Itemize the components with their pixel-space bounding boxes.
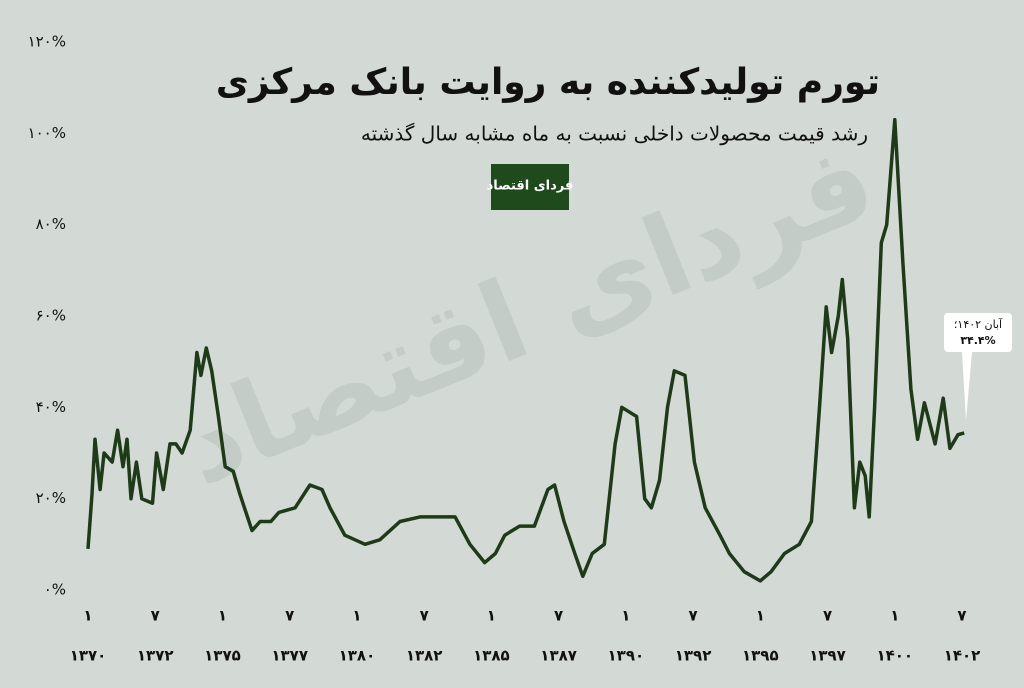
annotation-line: آبان ۱۴۰۲؛ [954, 317, 1003, 331]
y-tick-label: ۱۲۰% [28, 33, 66, 51]
x-year-label: ۱۴۰۲ [944, 647, 981, 665]
annotation-box [944, 313, 1012, 420]
x-year-label: ۱۳۸۰ [339, 647, 376, 665]
x-year-label: ۱۳۸۵ [473, 647, 510, 665]
x-year-label: ۱۳۹۷ [809, 647, 846, 665]
y-tick-label: ۶۰% [36, 307, 66, 325]
x-year-label: ۱۳۷۰ [70, 647, 107, 665]
y-tick-label: ۸۰% [36, 215, 66, 233]
x-tick-label: ۷ [285, 607, 294, 625]
logo: فردای اقتصاد [487, 179, 574, 194]
x-year-label: ۱۳۸۷ [540, 647, 577, 665]
x-tick-label: ۱ [487, 607, 496, 625]
annotation-line: ۳۴.۴% [960, 334, 995, 347]
x-year-label: ۱۳۷۲ [137, 647, 174, 665]
x-tick-label: ۷ [420, 607, 429, 625]
x-year-label: ۱۳۷۷ [271, 647, 308, 665]
x-year-label: ۱۴۰۰ [876, 647, 913, 665]
x-tick-label: ۱ [756, 607, 765, 625]
x-tick-label: ۱ [352, 607, 361, 625]
x-year-label: ۱۳۷۵ [204, 647, 241, 665]
x-tick-label: ۱ [83, 607, 92, 625]
x-tick-label: ۷ [151, 607, 160, 625]
chart-title: تورم تولیدکننده به روایت بانک مرکزی [216, 62, 880, 103]
logo-box [491, 164, 569, 210]
y-tick-label: ۲۰% [36, 489, 66, 507]
line [86, 117, 965, 583]
annotation: آبان ۱۴۰۲؛ ۳۴.۴% [944, 313, 1012, 420]
y-tick-label: ۴۰% [36, 398, 66, 416]
x-tick-label: ۱ [218, 607, 227, 625]
x-tick-label: ۱ [890, 607, 899, 625]
x-tick-label: ۷ [823, 607, 832, 625]
y-tick-label: ۱۰۰% [28, 124, 66, 142]
x-year-label: ۱۳۹۲ [675, 647, 712, 665]
x-tick-label: ۱ [621, 607, 630, 625]
x-tick-label: ۷ [554, 607, 563, 625]
x-year-label: ۱۳۹۵ [742, 647, 779, 665]
y-tick-label: ۰% [44, 581, 66, 599]
chart-subtitle: رشد قیمت محصولات داخلی نسبت به ماه مشابه… [361, 122, 868, 146]
x-tick-label: ۷ [688, 607, 697, 625]
x-year-label: ۱۳۸۲ [406, 647, 443, 665]
x-year-label: ۱۳۹۰ [608, 647, 645, 665]
x-tick-label: ۷ [957, 607, 966, 625]
